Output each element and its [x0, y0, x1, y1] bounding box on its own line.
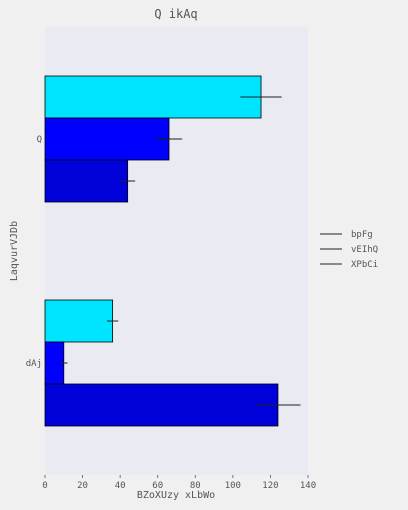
x-tick-label: 40 [115, 481, 126, 491]
bar-bpFg-Q [44, 75, 262, 119]
bars-layer [44, 75, 279, 427]
bar-XPbCi-dAj [44, 383, 279, 427]
x-tick-label: 140 [300, 481, 316, 491]
y-tick-label: dAj [26, 359, 42, 369]
x-axis-label: BZoXUzy xLbWo [137, 490, 215, 501]
bar-XPbCi-Q [44, 159, 129, 203]
x-tick-label: 120 [262, 481, 278, 491]
x-tick-label: 100 [225, 481, 241, 491]
x-tick-label: 80 [190, 481, 201, 491]
y-axis-label: LaqvurVJDb [9, 221, 20, 281]
y-tick-label: Q [37, 135, 42, 145]
x-tick-label: 0 [42, 481, 47, 491]
bar-vEIhQ-Q [44, 117, 170, 161]
x-tick-label: 20 [77, 481, 88, 491]
legend: bpFg vEIhQ XPbCi [320, 230, 378, 270]
x-tick-label: 60 [152, 481, 163, 491]
chart-title: Q ikAq [154, 7, 197, 21]
x-axis-ticks: 0 20 40 60 80 100 120 140 [42, 475, 316, 491]
legend-label: bpFg [351, 230, 373, 240]
error-bars-layer [60, 96, 301, 406]
bar-bpFg-dAj [44, 299, 114, 343]
legend-label: vEIhQ [351, 245, 378, 255]
legend-label: XPbCi [351, 260, 378, 270]
